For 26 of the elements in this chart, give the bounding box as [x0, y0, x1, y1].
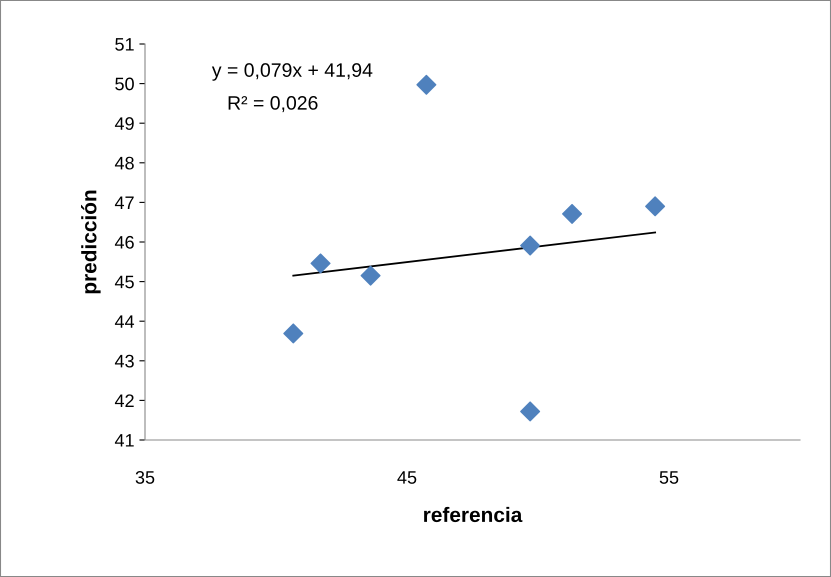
y-tick-label: 50	[115, 78, 134, 90]
x-tick-label: 55	[660, 471, 678, 484]
y-tick-label: 46	[114, 236, 134, 249]
point	[645, 196, 666, 216]
annotation: R² = 0,026	[228, 96, 318, 112]
y-tick-label: 41	[114, 434, 134, 447]
point	[416, 74, 436, 95]
x-axis-title: referencia	[424, 506, 522, 522]
point	[310, 253, 331, 274]
point	[283, 323, 304, 344]
y-tick-label: 48	[114, 156, 134, 170]
y-tick-label: 51	[115, 38, 134, 51]
point	[520, 236, 540, 256]
y-tick-label: 42	[114, 394, 134, 407]
annotation: y = 0,079x + 41,94	[212, 63, 372, 81]
x-tick-label: 45	[397, 471, 416, 484]
point	[520, 401, 540, 422]
y-tick-label: 44	[114, 315, 134, 328]
x-tick-label: 35	[136, 471, 154, 484]
y-tick-label: 43	[114, 354, 134, 368]
y-tick-label: 47	[114, 196, 134, 209]
y-tick-label: 45	[114, 276, 134, 288]
y-tick-label: 49	[114, 117, 134, 130]
y-axis-title: predicción	[81, 190, 101, 294]
point	[360, 266, 381, 286]
point	[562, 204, 582, 224]
